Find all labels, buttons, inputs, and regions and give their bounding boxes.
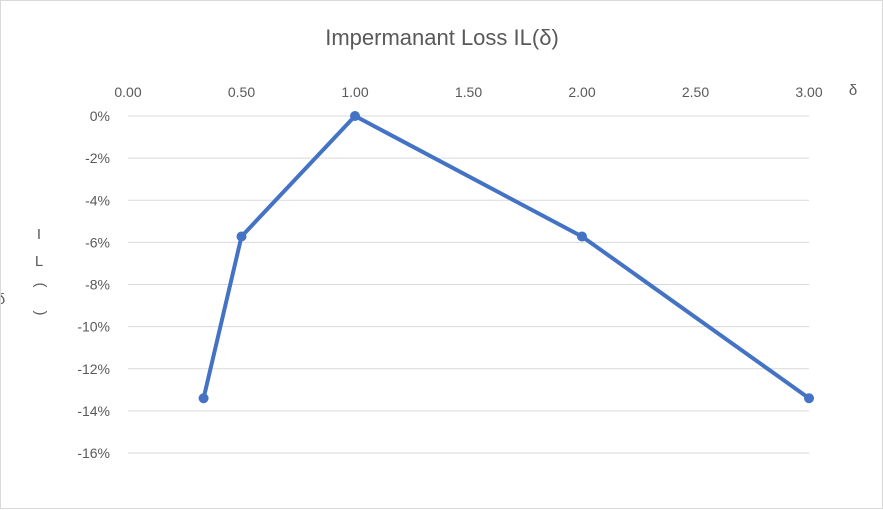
- y-label-char: (: [31, 311, 48, 316]
- x-axis-ticks: 0.00 0.50 1.00 1.50 2.00 2.50 3.00: [114, 84, 822, 100]
- y-axis-label: IL () δ: [1, 226, 48, 316]
- data-point: [198, 393, 209, 404]
- x-tick-label: 2.50: [682, 84, 709, 100]
- data-point: [350, 111, 360, 121]
- data-point: [804, 393, 814, 404]
- x-tick-label: 1.00: [341, 84, 368, 100]
- x-tick-label: 0.50: [228, 84, 255, 100]
- x-axis-label: δ: [849, 82, 857, 99]
- y-label-char: ): [31, 283, 48, 288]
- x-tick-label: 2.00: [568, 84, 595, 100]
- y-label-char: δ: [1, 291, 5, 308]
- y-tick-label: -16%: [77, 445, 110, 461]
- y-tick-label: -12%: [77, 361, 110, 377]
- y-tick-label: -4%: [85, 192, 110, 208]
- data-series: [198, 111, 814, 404]
- data-point: [577, 231, 587, 242]
- y-tick-label: -10%: [77, 319, 110, 335]
- x-tick-label: 0.00: [114, 84, 141, 100]
- y-label-group: (): [31, 283, 48, 316]
- data-point: [236, 231, 247, 242]
- x-tick-label: 1.50: [455, 84, 482, 100]
- y-label-char: L: [35, 253, 43, 270]
- x-tick-label: 3.00: [795, 84, 822, 100]
- y-label-char: I: [37, 226, 41, 243]
- y-tick-label: -14%: [77, 403, 110, 419]
- y-tick-label: 0%: [90, 108, 110, 124]
- y-tick-label: -8%: [85, 277, 110, 293]
- y-axis-ticks: 0% -2% -4% -6% -8% -10% -12% -14% -16%: [77, 108, 110, 461]
- chart-title: Impermanant Loss IL(δ): [325, 25, 559, 50]
- y-tick-label: -6%: [85, 234, 110, 250]
- y-tick-label: -2%: [85, 150, 110, 166]
